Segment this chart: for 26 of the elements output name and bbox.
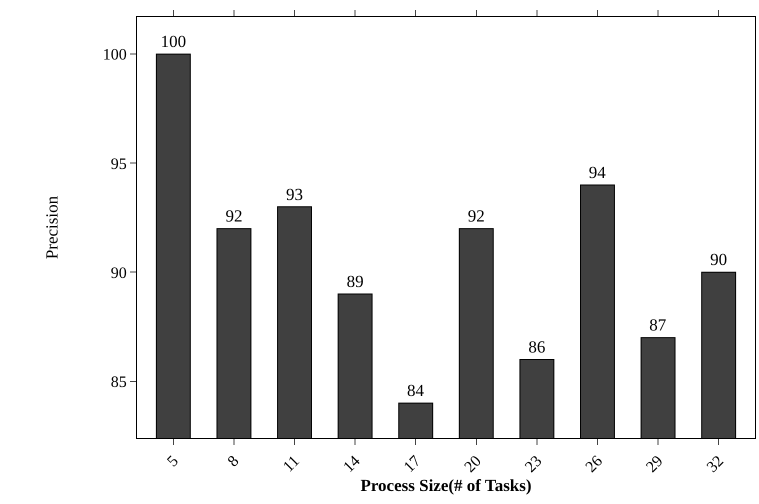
data-label: 87 bbox=[649, 316, 667, 335]
data-label: 84 bbox=[406, 381, 424, 400]
data-label: 86 bbox=[528, 337, 546, 356]
x-tick-label: 11 bbox=[280, 452, 304, 476]
x-tick-label: 32 bbox=[704, 452, 728, 476]
data-label: 89 bbox=[346, 272, 364, 292]
y-tick-label: 90 bbox=[110, 264, 127, 282]
x-axis-title: Process Size(# of Tasks) bbox=[360, 476, 532, 495]
data-label: 92 bbox=[225, 206, 242, 226]
x-tick-label: 14 bbox=[340, 452, 364, 476]
y-tick-label: 95 bbox=[110, 156, 127, 173]
x-tick-label: 5 bbox=[164, 452, 182, 470]
x-tick-label: 8 bbox=[224, 452, 242, 470]
y-tick-label: 100 bbox=[102, 46, 127, 64]
x-tick-label: 29 bbox=[643, 452, 667, 476]
y-tick-label: 85 bbox=[110, 374, 127, 391]
x-tick-label: 20 bbox=[461, 452, 485, 476]
x-tick-label: 17 bbox=[400, 452, 424, 476]
data-label: 92 bbox=[468, 206, 485, 226]
data-label: 94 bbox=[588, 162, 606, 182]
x-tick-label: 26 bbox=[582, 452, 606, 476]
y-axis-title: Precision bbox=[42, 195, 62, 260]
x-tick-label: 23 bbox=[522, 452, 546, 476]
data-label: 93 bbox=[286, 184, 304, 204]
data-label: 90 bbox=[710, 250, 728, 270]
data-label: 100 bbox=[160, 32, 186, 52]
